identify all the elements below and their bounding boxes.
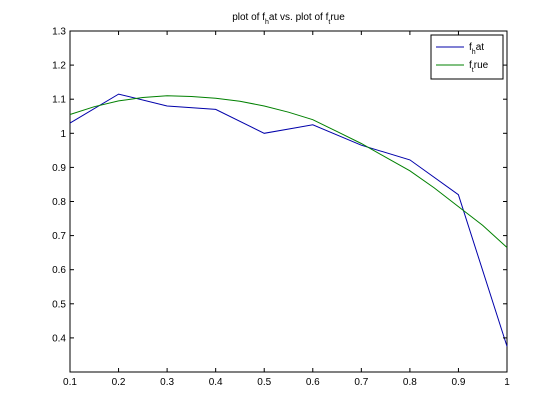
legend-label-0-part-2: at: [476, 42, 485, 53]
legend-box: [431, 35, 503, 79]
chart-title-part-0: plot of f: [232, 12, 265, 23]
x-tick-label-9: 1: [504, 377, 510, 388]
y-tick-label-9: 1.3: [52, 27, 66, 38]
plot-area: [70, 31, 507, 372]
y-tick-label-2: 0.6: [52, 265, 66, 276]
y-tick-label-0: 0.4: [52, 333, 66, 344]
x-tick-label-3: 0.4: [209, 377, 223, 388]
y-tick-label-8: 1.2: [52, 61, 66, 72]
y-tick-label-7: 1.1: [52, 95, 66, 106]
x-tick-label-1: 0.2: [112, 377, 126, 388]
y-tick-label-1: 0.5: [52, 299, 66, 310]
plot-box: [70, 31, 507, 372]
x-tick-label-2: 0.3: [160, 377, 174, 388]
x-tick-label-6: 0.7: [354, 377, 368, 388]
x-tick-label-7: 0.8: [403, 377, 417, 388]
x-tick-label-0: 0.1: [63, 377, 77, 388]
y-tick-label-6: 1: [60, 129, 66, 140]
chart-title-part-4: rue: [330, 12, 345, 23]
chart-title-part-2: at vs. plot of f: [269, 12, 329, 23]
y-tick-label-5: 0.9: [52, 163, 66, 174]
x-tick-label-5: 0.6: [306, 377, 320, 388]
x-tick-label-8: 0.9: [451, 377, 465, 388]
y-tick-label-4: 0.8: [52, 197, 66, 208]
legend-label-1-part-2: rue: [474, 60, 489, 71]
x-tick-label-4: 0.5: [257, 377, 271, 388]
y-tick-label-3: 0.7: [52, 231, 66, 242]
